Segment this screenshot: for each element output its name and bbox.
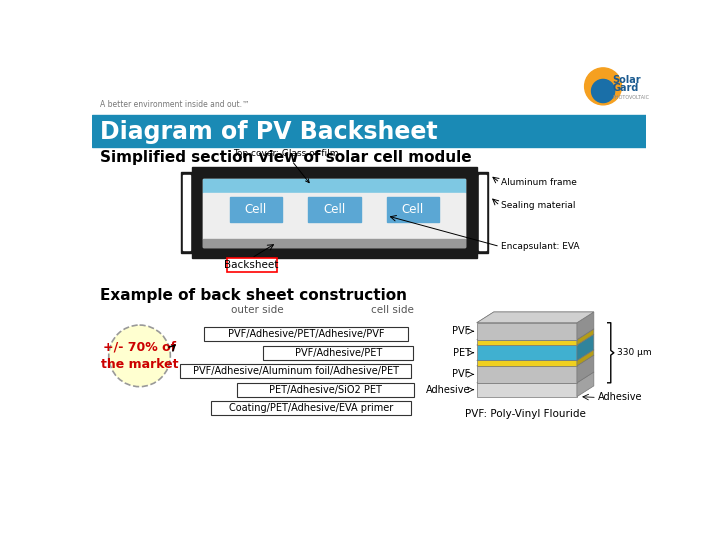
Text: Gard: Gard — [612, 83, 639, 93]
Bar — [230, 197, 282, 222]
Polygon shape — [477, 329, 594, 340]
Circle shape — [585, 68, 621, 105]
Text: Aluminum frame: Aluminum frame — [501, 178, 577, 187]
Text: PVF: PVF — [452, 326, 471, 336]
Text: Encapsulant: EVA: Encapsulant: EVA — [501, 242, 580, 251]
Bar — [180, 364, 411, 378]
Text: Backsheet: Backsheet — [225, 260, 279, 270]
Polygon shape — [477, 334, 594, 345]
Text: Top cover: Glass or film: Top cover: Glass or film — [233, 149, 338, 183]
Polygon shape — [577, 334, 594, 361]
Bar — [92, 115, 647, 147]
Text: Cell: Cell — [245, 203, 267, 216]
Circle shape — [109, 325, 171, 387]
Bar — [204, 179, 465, 193]
Bar — [479, 175, 486, 251]
Bar — [237, 383, 414, 397]
Text: PHOTOVOLTAIC: PHOTOVOLTAIC — [612, 94, 649, 100]
Bar — [181, 172, 205, 253]
Text: Adhesive: Adhesive — [426, 384, 471, 395]
Text: cell side: cell side — [371, 305, 413, 315]
Text: A better environment inside and out.™: A better environment inside and out.™ — [99, 100, 249, 109]
Polygon shape — [477, 312, 594, 323]
Text: Adhesive: Adhesive — [598, 393, 642, 402]
Text: Simplified section view of solar cell module: Simplified section view of solar cell mo… — [99, 150, 471, 165]
Bar — [387, 197, 439, 222]
Text: PVF: Poly-Vinyl Flouride: PVF: Poly-Vinyl Flouride — [465, 409, 586, 419]
Text: Cell: Cell — [323, 203, 346, 216]
Bar — [183, 175, 189, 251]
Text: Sealing material: Sealing material — [501, 201, 576, 210]
Bar — [204, 193, 465, 239]
Polygon shape — [577, 350, 594, 366]
Text: PVF: PVF — [452, 369, 471, 379]
Bar — [477, 340, 577, 345]
Polygon shape — [477, 372, 594, 383]
Text: +/- 70% of
the market: +/- 70% of the market — [101, 341, 179, 371]
Text: PVF/Adhesive/PET/Adhesive/PVF: PVF/Adhesive/PET/Adhesive/PVF — [228, 329, 384, 339]
Text: PET/Adhesive/SiO2 PET: PET/Adhesive/SiO2 PET — [269, 384, 382, 395]
Bar — [263, 346, 413, 360]
Bar — [92, 65, 647, 115]
Bar — [477, 323, 577, 340]
Bar — [465, 172, 487, 253]
Text: PVF/Adhesive/PET: PVF/Adhesive/PET — [294, 348, 382, 358]
Text: Coating/PET/Adhesive/EVA primer: Coating/PET/Adhesive/EVA primer — [229, 403, 393, 413]
Bar — [308, 197, 361, 222]
Text: 330 μm: 330 μm — [617, 348, 652, 357]
Text: PVF/Adhesive/Aluminum foil/Adhesive/PET: PVF/Adhesive/Aluminum foil/Adhesive/PET — [193, 366, 399, 376]
Text: Diagram of PV Backsheet: Diagram of PV Backsheet — [99, 120, 437, 144]
Bar — [204, 327, 408, 341]
Bar — [477, 345, 577, 361]
Circle shape — [592, 79, 615, 103]
Bar — [204, 179, 465, 247]
Text: Example of back sheet construction: Example of back sheet construction — [99, 288, 407, 303]
Polygon shape — [477, 312, 594, 323]
Bar — [227, 258, 276, 272]
Bar — [477, 383, 577, 397]
Bar — [204, 239, 465, 247]
Polygon shape — [477, 350, 594, 361]
Text: Solar: Solar — [612, 75, 641, 85]
Text: outer side: outer side — [231, 305, 284, 315]
Polygon shape — [577, 355, 594, 383]
Bar — [477, 366, 577, 383]
Polygon shape — [577, 329, 594, 345]
Polygon shape — [577, 372, 594, 397]
Bar — [211, 401, 411, 415]
Bar — [477, 361, 577, 366]
Text: Cell: Cell — [402, 203, 424, 216]
Text: PET: PET — [453, 348, 471, 358]
Polygon shape — [477, 355, 594, 366]
Polygon shape — [577, 312, 594, 340]
Bar — [192, 167, 477, 258]
